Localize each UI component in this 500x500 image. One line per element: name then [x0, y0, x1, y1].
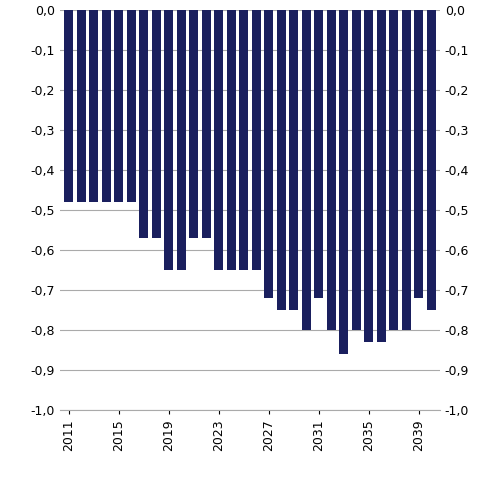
Bar: [114, 10, 124, 202]
Bar: [202, 10, 211, 238]
Bar: [152, 10, 161, 238]
Bar: [127, 10, 136, 202]
Bar: [314, 10, 324, 298]
Bar: [89, 10, 99, 202]
Bar: [189, 10, 198, 238]
Bar: [414, 10, 424, 298]
Bar: [302, 10, 311, 330]
Bar: [339, 10, 348, 354]
Bar: [402, 10, 411, 330]
Bar: [77, 10, 86, 202]
Bar: [364, 10, 374, 342]
Bar: [427, 10, 436, 310]
Bar: [177, 10, 186, 270]
Bar: [289, 10, 298, 310]
Bar: [139, 10, 148, 238]
Bar: [240, 10, 248, 270]
Bar: [227, 10, 236, 270]
Bar: [277, 10, 286, 310]
Bar: [264, 10, 274, 298]
Bar: [252, 10, 261, 270]
Bar: [214, 10, 224, 270]
Bar: [64, 10, 74, 202]
Bar: [164, 10, 173, 270]
Bar: [352, 10, 361, 330]
Bar: [377, 10, 386, 342]
Bar: [389, 10, 398, 330]
Bar: [327, 10, 336, 330]
Bar: [102, 10, 111, 202]
